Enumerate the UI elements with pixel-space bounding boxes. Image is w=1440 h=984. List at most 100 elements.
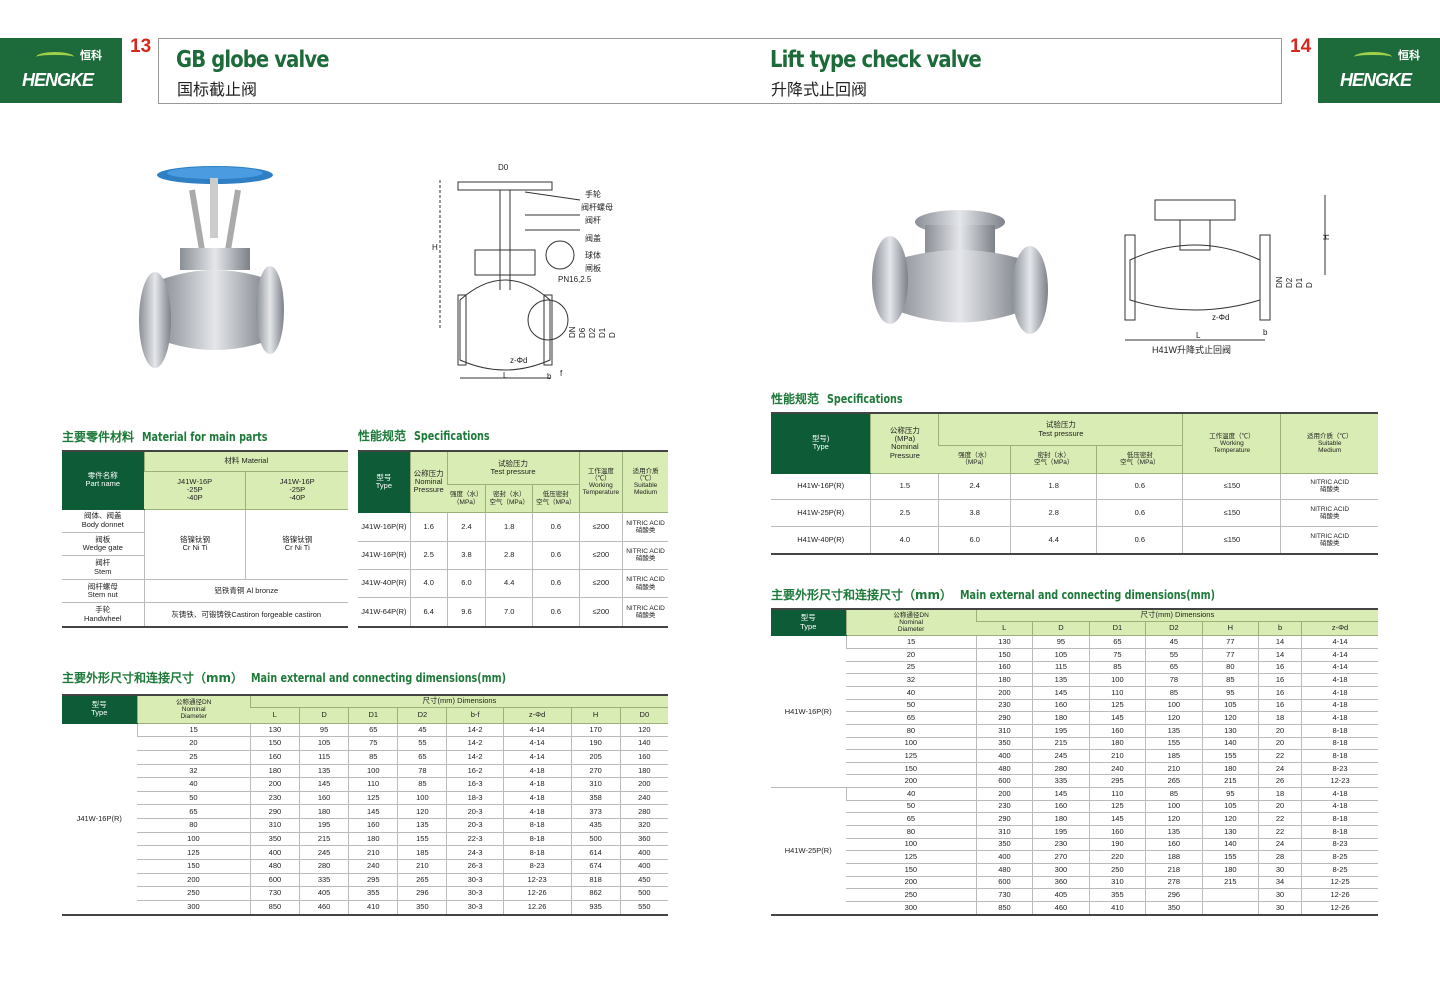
dimension-cell: 110	[1088, 787, 1146, 801]
dimension-cell: 360	[619, 832, 668, 847]
dimension-cell: 34	[1258, 876, 1302, 890]
dimension-cell: 4-14	[502, 723, 572, 738]
svg-text:PN16,2.5: PN16,2.5	[558, 275, 592, 284]
dimension-cell: 550	[619, 900, 668, 916]
dimension-cell: 14	[1258, 648, 1302, 662]
spec-cell: 0.6	[531, 541, 580, 570]
dimension-row: 200 600 360 310 278 215 34 12-25	[771, 876, 1378, 890]
col-header: z-Φd	[502, 707, 572, 724]
dimension-cell: 155	[1145, 737, 1203, 751]
dimension-cell: 290	[975, 812, 1033, 827]
left-specs-table: 型号 Type 公称压力 Nominal Pressure 试验压力 Test pr…	[358, 450, 668, 628]
svg-text:D: D	[1305, 282, 1314, 288]
dimension-cell: 95	[1032, 635, 1090, 650]
spec-cell: 2.5	[870, 499, 939, 527]
dimension-cell: 45	[397, 723, 447, 738]
dimension-row: 125 400 245 210 185 155 22 8-18	[771, 749, 1378, 763]
col-test: 试验压力 Test pressure	[446, 451, 580, 485]
spec-cell: ≤150	[1182, 499, 1281, 527]
dimension-row: 25 160 115 85 65 80 16 4-14	[771, 661, 1378, 675]
dimension-cell: 14-2	[446, 750, 504, 765]
dimension-cell: 16-2	[446, 764, 504, 779]
dimension-cell: 4-18	[502, 777, 572, 792]
dimension-cell: 20	[846, 648, 977, 662]
dimension-row: 50 230 160 125 100 105 20 4-18	[771, 800, 1378, 814]
dimension-cell: 280	[619, 804, 668, 820]
type-cell: J41W-16P(R)	[62, 723, 137, 916]
material-row: 阀板 Wedge gate	[62, 532, 348, 557]
dimension-cell: 50	[846, 699, 977, 713]
dimension-cell: 180	[975, 673, 1033, 687]
dimension-cell: 818	[570, 873, 621, 888]
dimension-cell: 935	[570, 900, 621, 916]
dimension-cell: 8-18	[1301, 812, 1378, 827]
dimension-cell: 140	[619, 736, 668, 751]
dimension-row: 150 480 280 240 210 26-3 8-23 674 400	[62, 859, 668, 874]
spec-cell: 1.6	[409, 512, 448, 542]
dimension-cell: 460	[299, 900, 349, 916]
col-type: 型号 Type	[62, 695, 137, 724]
dimension-row: 65 290 180 145 120 120 22 8-18	[771, 812, 1378, 827]
dimension-cell: 190	[1088, 838, 1146, 852]
col-test: 试验压力 Test pressure	[938, 413, 1183, 447]
dimension-cell: 12-26	[1301, 888, 1378, 902]
dimension-cell: 45	[1145, 635, 1203, 650]
svg-text:D2: D2	[588, 327, 597, 338]
dimension-row: 150 480 280 240 210 180 24 8-23	[771, 762, 1378, 776]
dimension-cell: 600	[975, 774, 1033, 789]
svg-text:b: b	[547, 372, 552, 381]
svg-text:H: H	[1322, 234, 1331, 240]
dimension-cell: 300	[1032, 863, 1090, 877]
dimension-cell: 85	[1088, 661, 1146, 675]
dimension-cell: 30-3	[446, 873, 504, 888]
dimension-cell: 4-18	[1301, 699, 1378, 713]
col-header: H	[570, 707, 621, 724]
dimension-cell: 145	[299, 777, 349, 792]
dimension-cell: 130	[249, 723, 300, 738]
spec-cell: H41W-25P(R)	[771, 499, 871, 527]
dimension-row: J41W-16P(R) 15 130 95 65 45 14-2 4-14 170 120	[62, 723, 668, 916]
spec-cell: 2.4	[446, 512, 486, 542]
dimension-cell: 150	[975, 648, 1033, 662]
dimension-cell: 12.26	[502, 900, 572, 916]
dimension-cell: 410	[1088, 901, 1146, 916]
dimension-cell: 105	[299, 736, 349, 751]
dimension-cell: 85	[1201, 673, 1259, 687]
spec-cell: NITRIC ACID 硝酸类	[622, 541, 668, 570]
dimension-cell: 310	[249, 818, 300, 833]
dimension-cell: 20	[137, 736, 251, 751]
dimension-cell: 300	[137, 900, 251, 916]
material-row: 阀体、阀盖 Body donnet 铬镍钛钢 Cr Ni Ti 铬镍钛钢 Cr Ni …	[62, 509, 348, 580]
spec-cell: 0.6	[1096, 473, 1183, 501]
svg-text:D2: D2	[1285, 277, 1294, 288]
svg-text:L: L	[503, 371, 508, 380]
dimension-cell: 100	[846, 737, 977, 751]
dimension-cell: 125	[137, 845, 251, 861]
col-type: 型号 Type	[771, 609, 846, 637]
dimension-cell: 30-3	[446, 886, 504, 901]
col-seal: 密封（水） 空气（MPa）	[485, 484, 533, 514]
dimension-cell: 278	[1145, 876, 1203, 890]
svg-text:阀盖: 阀盖	[585, 233, 601, 243]
dimension-cell: 80	[846, 724, 977, 738]
dimension-cell: 200	[846, 774, 977, 789]
dimension-cell: 24-3	[446, 845, 504, 861]
dimension-cell: 8-23	[502, 859, 572, 874]
dimension-cell: 18	[1258, 787, 1302, 801]
dimension-cell: 180	[619, 764, 668, 779]
dimension-cell: 8-23	[1301, 838, 1378, 852]
dimension-cell: 18	[1258, 711, 1302, 725]
dimension-cell: 4-18	[1301, 787, 1378, 801]
dimension-cell: 110	[1088, 686, 1146, 700]
dimension-cell: 14-2	[446, 723, 504, 738]
col-dimensions: 尺寸(mm) Dimensions	[975, 609, 1378, 622]
dimension-cell: 400	[619, 845, 668, 861]
dimension-row: 100 350 230 190 160 140 24 8-23	[771, 838, 1378, 852]
dimension-cell: 230	[975, 800, 1033, 814]
dimension-row: 300 850 460 410 350 30 12-26	[771, 901, 1378, 916]
col-strength: 强度（水） （MPa）	[938, 445, 1011, 474]
materials-heading: 主要零件材料 Material for main parts	[62, 430, 268, 444]
col-header: D1	[1088, 621, 1146, 637]
dimension-cell: 200	[619, 777, 668, 792]
col-temp: 工作温度（℃） Working Temperature	[1182, 413, 1281, 474]
